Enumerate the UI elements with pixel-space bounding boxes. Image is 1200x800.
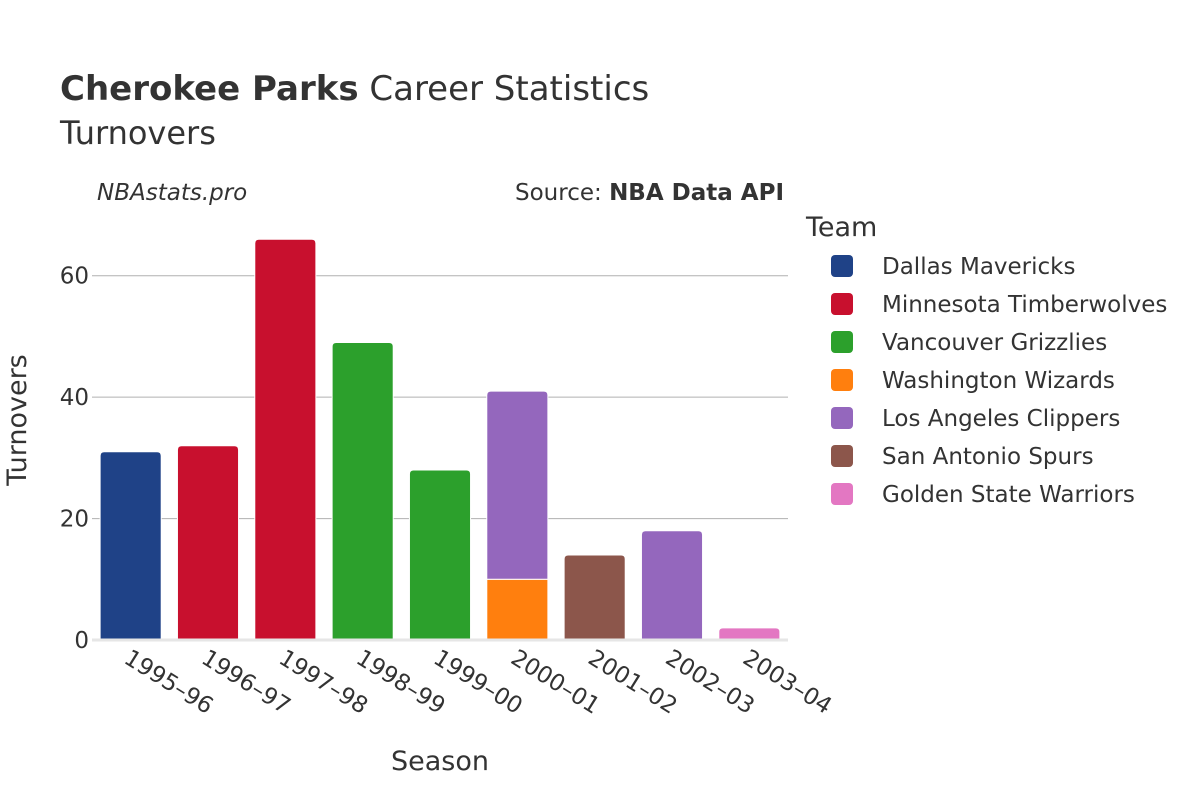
legend-label: Vancouver Grizzlies	[882, 330, 1107, 356]
legend-label: Los Angeles Clippers	[882, 406, 1120, 432]
bar-segment	[563, 554, 626, 641]
legend-label: Washington Wizards	[882, 368, 1115, 394]
source-name: NBA Data API	[609, 180, 784, 206]
chart-title-bold: Cherokee Parks	[60, 69, 359, 109]
bar-segment	[99, 451, 162, 641]
bar-segment	[486, 390, 549, 580]
bar-segment	[486, 578, 549, 641]
x-axis-title: Season	[391, 746, 489, 777]
source-prefix: Source:	[515, 180, 609, 206]
chart-title-rest: Career Statistics	[359, 69, 650, 109]
bar-segment	[331, 342, 394, 641]
y-axis-title: Turnovers	[2, 354, 33, 487]
legend-swatch	[831, 255, 853, 277]
legend: Dallas Mavericks Minnesota Timberwolves Va…	[831, 254, 1167, 508]
legend-swatch	[831, 293, 853, 315]
legend-swatch	[831, 369, 853, 391]
bar-segment	[254, 238, 317, 641]
legend-label: Dallas Mavericks	[882, 254, 1075, 280]
y-tick-label: 20	[60, 507, 89, 533]
y-tick-label: 60	[60, 264, 89, 290]
bar-segment	[640, 530, 704, 641]
bar-segment	[176, 445, 240, 641]
x-tick-label: 2003–04	[738, 645, 836, 720]
bar-segment	[718, 627, 781, 641]
y-tick-label: 0	[74, 628, 89, 654]
y-tick-label: 40	[60, 385, 89, 411]
legend-label: Golden State Warriors	[882, 482, 1135, 508]
chart-subtitle: Turnovers	[59, 114, 216, 152]
legend-label: Minnesota Timberwolves	[882, 292, 1167, 318]
legend-swatch	[831, 331, 853, 353]
legend-swatch	[831, 407, 853, 429]
legend-title: Team	[805, 212, 877, 243]
bar-segment	[408, 469, 472, 641]
legend-swatch	[831, 483, 853, 505]
bars	[99, 238, 781, 641]
chart-title: Cherokee Parks Career Statistics	[60, 69, 649, 109]
legend-label: San Antonio Spurs	[882, 444, 1094, 470]
site-credit: NBAstats.pro	[97, 180, 247, 206]
legend-swatch	[831, 445, 853, 467]
source-credit: Source: NBA Data API	[515, 180, 784, 206]
